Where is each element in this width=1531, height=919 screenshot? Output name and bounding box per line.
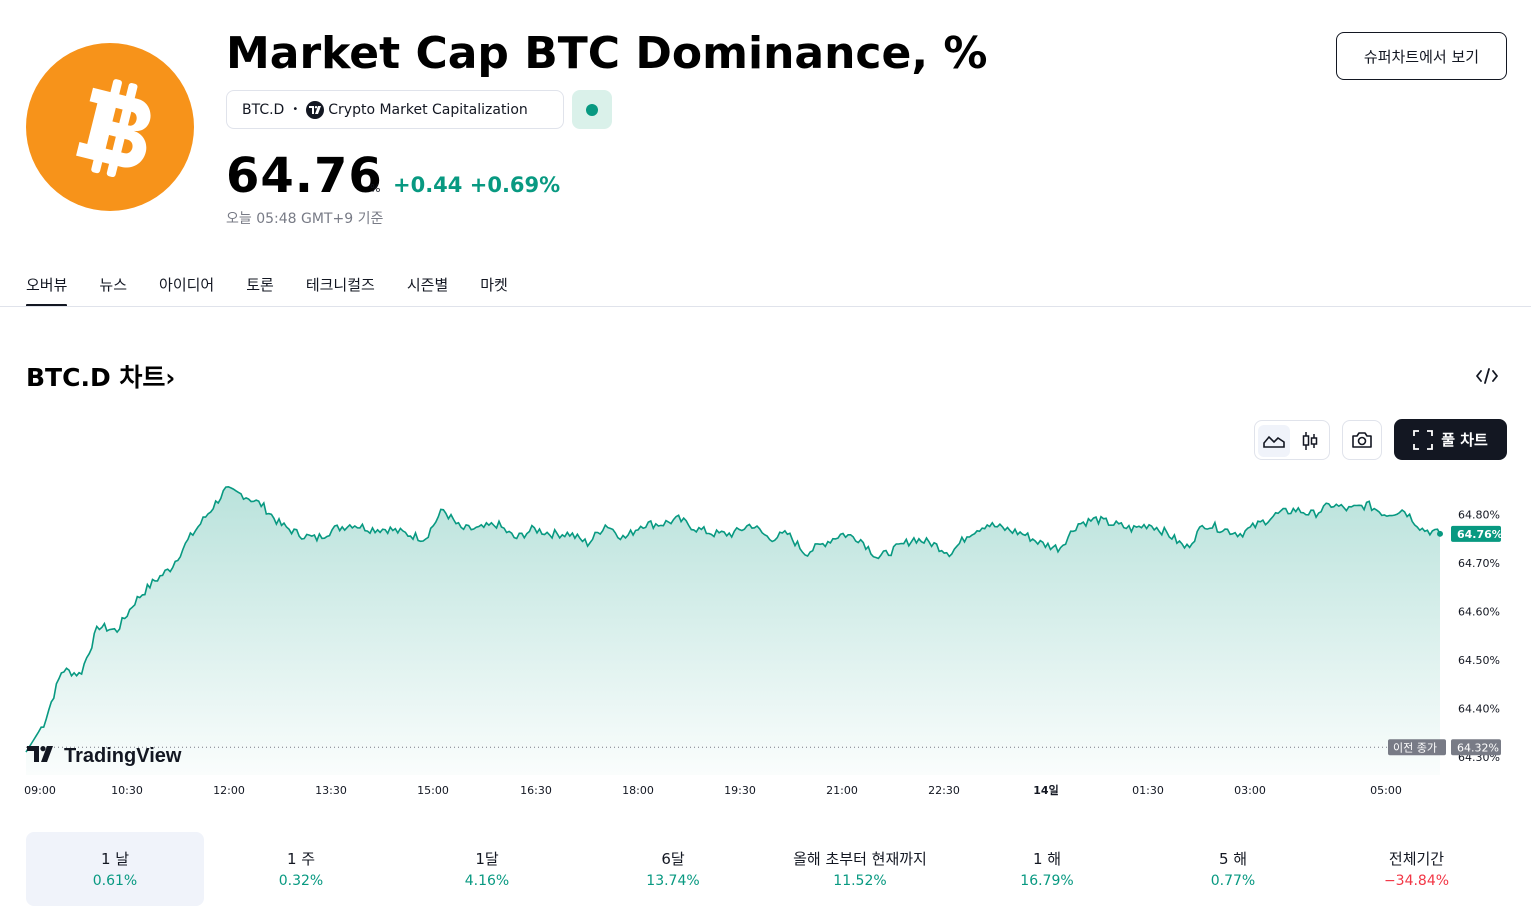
tab-0[interactable]: 오버뷰 [26, 270, 68, 307]
bitcoin-icon [76, 79, 151, 178]
area-chart-icon [1263, 435, 1285, 448]
period-button[interactable]: 1 해 16.79% [954, 832, 1140, 906]
tab-1[interactable]: 뉴스 [99, 276, 128, 294]
last-price-dot [1437, 530, 1443, 537]
chart-style-toggle [1254, 420, 1330, 460]
prev-close-value-tag [1451, 739, 1501, 756]
tab-3[interactable]: 토론 [246, 276, 274, 294]
period-button[interactable]: 1달 4.16% [394, 832, 580, 906]
price-change: +0.44 +0.69% [393, 173, 560, 197]
exchange-name: Crypto Market Capitalization [328, 101, 528, 118]
tab-4[interactable]: 테크니컬즈 [305, 276, 375, 294]
area-chart-button[interactable] [1258, 425, 1290, 457]
price-unit: % [370, 182, 381, 195]
y-tick-label: 64.50% [1458, 654, 1500, 667]
period-label: 1 해 [1032, 850, 1062, 868]
tradingview-watermark: TradingView [27, 745, 182, 767]
x-tick-label: 14일 [1033, 783, 1058, 797]
chevron-right-icon: › [165, 364, 176, 392]
change-value: +0.44 [393, 173, 463, 197]
x-tick-label: 05:00 [1370, 784, 1402, 797]
x-tick-label: 10:30 [111, 784, 143, 797]
current-price-tag [1451, 525, 1501, 542]
y-tick-label: 64.60% [1458, 605, 1500, 618]
prev-close-tag [1388, 739, 1446, 756]
period-label: 6달 [661, 850, 685, 868]
period-label: 1 날 [100, 850, 130, 868]
period-button[interactable]: 1 날 0.61% [26, 832, 204, 906]
current-price: 64.76 [226, 148, 383, 204]
status-dot-icon [586, 104, 598, 116]
period-label: 올해 초부터 현재까지 [793, 850, 927, 868]
full-chart-button[interactable]: 풀 차트 [1394, 419, 1507, 460]
candle-chart-button[interactable] [1294, 425, 1326, 457]
camera-icon [1352, 432, 1372, 448]
change-percent: +0.69% [469, 173, 561, 197]
y-tick-label: 64.70% [1458, 557, 1500, 570]
period-value: 0.77% [1210, 873, 1256, 889]
x-tick-label: 03:00 [1234, 784, 1266, 797]
tab-2[interactable]: 아이디어 [159, 276, 215, 294]
page-title: Market Cap BTC Dominance, % [226, 28, 988, 79]
view-supercharts-button[interactable]: 슈퍼차트에서 보기 [1336, 32, 1507, 80]
tab-bar: 오버뷰 뉴스 아이디어 토론 테크니컬즈 시즌별 마켓 [26, 270, 540, 307]
chart-area-fill [26, 486, 1440, 775]
x-tick-label: 13:30 [315, 784, 347, 797]
period-value: 13.74% [646, 873, 700, 889]
period-button[interactable]: 1 주 0.32% [208, 832, 394, 906]
snapshot-button[interactable] [1342, 420, 1382, 460]
fullscreen-icon [1413, 429, 1434, 450]
period-value: 0.32% [278, 873, 324, 889]
chart-heading-link[interactable]: BTC.D 차트› [26, 358, 175, 394]
embed-code-icon[interactable] [1474, 365, 1500, 387]
period-value: 0.61% [92, 873, 138, 889]
tabs-divider [0, 306, 1531, 307]
x-tick-label: 12:00 [213, 784, 245, 797]
price-chart[interactable]: 64.80%64.70%64.60%64.50%64.40%64.30%64.7… [0, 470, 1531, 805]
watermark-text: TradingView [64, 745, 182, 767]
x-tick-label: 19:30 [724, 784, 756, 797]
x-tick-label: 22:30 [928, 784, 960, 797]
x-tick-label: 15:00 [417, 784, 449, 797]
chart-heading-text: BTC.D 차트 [26, 363, 166, 392]
prev-close-value-text: 64.32% [1457, 741, 1499, 754]
current-price-tag-text: 64.76% [1457, 528, 1503, 541]
period-label: 전체기간 [1388, 850, 1445, 868]
y-tick-label: 64.80% [1458, 508, 1500, 521]
period-value: −34.84% [1383, 873, 1450, 889]
period-value: 11.52% [833, 873, 887, 889]
full-chart-label: 풀 차트 [1441, 431, 1488, 449]
bitcoin-logo [26, 43, 194, 211]
chart-series-line [25, 485, 1441, 753]
symbol-info[interactable]: BTC.D • Crypto Market Capitalization [226, 90, 564, 129]
x-tick-label: 21:00 [826, 784, 858, 797]
tradingview-logo-icon [27, 746, 53, 762]
tab-6[interactable]: 마켓 [480, 276, 508, 294]
tradingview-icon [306, 100, 325, 119]
period-button[interactable]: 6달 13.74% [580, 832, 766, 906]
x-tick-label: 01:30 [1132, 784, 1164, 797]
symbol-ticker: BTC.D [242, 101, 285, 118]
period-label: 5 해 [1218, 850, 1248, 868]
performance-periods: 1 날 0.61% 1 주 0.32% 1달 4.16% 6달 13.74% 올해 초부터 현재… [26, 832, 1507, 906]
prev-close-tag-text: 이전 종가 [1393, 741, 1437, 754]
tab-5[interactable]: 시즌별 [406, 276, 449, 294]
period-label: 1 주 [286, 850, 316, 868]
period-value: 16.79% [1020, 873, 1074, 889]
x-tick-label: 16:30 [520, 784, 552, 797]
market-status-indicator[interactable] [572, 90, 612, 129]
period-button[interactable]: 올해 초부터 현재까지 11.52% [766, 832, 954, 906]
period-button[interactable]: 전체기간 −34.84% [1326, 832, 1507, 906]
candlestick-icon [1302, 432, 1318, 450]
period-label: 1달 [475, 850, 499, 868]
x-tick-label: 09:00 [24, 784, 56, 797]
y-tick-label: 64.40% [1458, 702, 1500, 715]
period-button[interactable]: 5 해 0.77% [1140, 832, 1326, 906]
as-of-time: 오늘 05:48 GMT+9 기준 [226, 211, 384, 227]
period-value: 4.16% [464, 873, 510, 889]
separator-dot: • [292, 104, 299, 115]
x-tick-label: 18:00 [622, 784, 654, 797]
